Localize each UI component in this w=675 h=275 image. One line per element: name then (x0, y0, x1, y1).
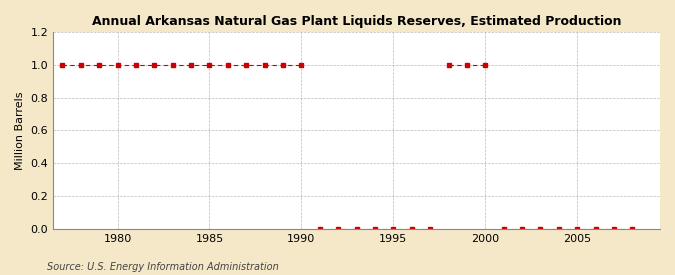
Text: Source: U.S. Energy Information Administration: Source: U.S. Energy Information Administ… (47, 262, 279, 272)
Y-axis label: Million Barrels: Million Barrels (15, 91, 25, 170)
Title: Annual Arkansas Natural Gas Plant Liquids Reserves, Estimated Production: Annual Arkansas Natural Gas Plant Liquid… (92, 15, 621, 28)
